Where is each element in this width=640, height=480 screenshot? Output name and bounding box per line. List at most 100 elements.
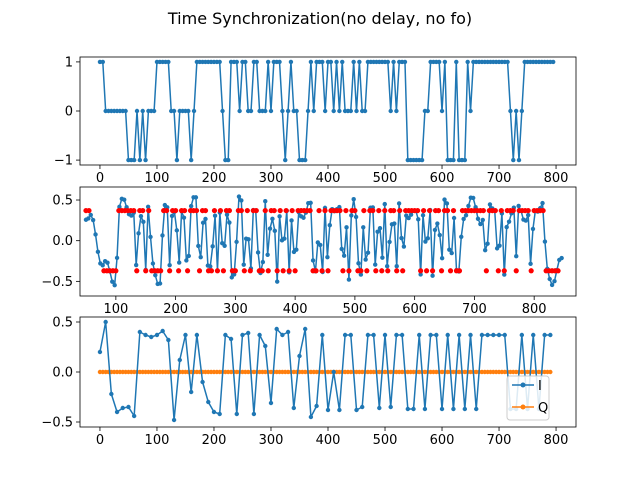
filtered-point	[523, 218, 528, 223]
sample-point	[220, 268, 227, 274]
sample-point	[421, 207, 427, 214]
sample-point	[447, 268, 454, 274]
sample-point	[143, 268, 149, 274]
filtered-point	[384, 264, 390, 269]
i-point	[474, 406, 479, 412]
filtered-point	[193, 195, 199, 200]
symbol-point	[268, 108, 274, 114]
filtered-point	[497, 243, 502, 248]
sample-point	[217, 207, 224, 214]
symbol-point	[277, 59, 282, 65]
y-tick-label: 0.0	[52, 234, 73, 249]
filtered-point	[461, 216, 466, 222]
figure-title: Time Synchronization(no delay, no fo)	[167, 9, 472, 28]
x-tick-label: 800	[522, 302, 547, 317]
i-point	[303, 326, 308, 332]
filtered-point	[272, 228, 278, 234]
i-point	[417, 332, 422, 338]
i-point	[382, 332, 388, 338]
filtered-point	[525, 212, 531, 218]
sample-point	[400, 268, 406, 274]
symbol-point	[337, 108, 342, 114]
symbol-point	[439, 108, 445, 114]
i-point	[439, 406, 445, 412]
sample-point	[322, 207, 328, 214]
x-tick-label: 400	[283, 302, 308, 317]
i-point	[114, 409, 120, 415]
filtered-point	[401, 244, 407, 249]
sample-point	[164, 207, 170, 214]
filtered-point	[234, 239, 239, 245]
filtered-point	[294, 247, 299, 252]
filtered-point	[198, 254, 203, 260]
filtered-point	[447, 247, 452, 252]
sample-point	[358, 268, 364, 274]
sample-point	[238, 207, 244, 214]
symbol-point	[131, 157, 137, 163]
filtered-point	[346, 277, 352, 282]
sample-point	[316, 207, 322, 214]
filtered-point	[210, 244, 215, 249]
sample-point	[307, 207, 313, 214]
filtered-point	[110, 279, 115, 284]
x-tick-label: 200	[163, 302, 188, 317]
i-point	[188, 389, 194, 395]
i-point	[531, 332, 536, 338]
x-tick-label: 500	[373, 433, 398, 448]
filtered-point	[475, 216, 481, 221]
filtered-point	[148, 234, 153, 240]
sample-point	[438, 268, 445, 274]
symbol-point	[283, 157, 288, 163]
sample-point	[382, 207, 388, 214]
symbol-point	[217, 59, 222, 65]
symbol-point	[388, 108, 393, 114]
i-point	[200, 379, 205, 385]
i-point	[217, 411, 222, 417]
symbol-point	[508, 108, 513, 114]
sample-point	[232, 268, 238, 274]
filtered-point	[229, 275, 234, 280]
symbol-point	[137, 157, 143, 163]
symbol-point	[151, 108, 157, 114]
sample-point	[313, 268, 319, 274]
filtered-point	[208, 264, 213, 269]
symbol-point	[340, 59, 345, 65]
x-tick-label: 600	[430, 433, 455, 448]
sample-point	[289, 207, 295, 214]
i-point	[97, 349, 103, 355]
sample-point	[337, 207, 343, 214]
filtered-point	[349, 213, 354, 218]
y-tick-label: 0	[65, 105, 73, 120]
i-point	[519, 332, 525, 338]
filtered-point	[528, 261, 533, 266]
filtered-point	[516, 203, 521, 209]
symbol-point	[285, 108, 291, 114]
i-point	[479, 332, 485, 338]
i-point	[160, 328, 165, 334]
i-point	[428, 332, 433, 338]
i-point	[211, 409, 217, 415]
symbol-point	[186, 108, 191, 114]
symbol-point	[243, 59, 248, 65]
sample-point	[498, 207, 504, 214]
sample-point	[501, 268, 507, 274]
sample-point	[283, 207, 289, 214]
filtered-point	[514, 254, 519, 259]
i-point	[445, 332, 450, 338]
filtered-point	[239, 198, 244, 203]
filtered-point	[418, 272, 423, 277]
i-point	[377, 405, 382, 411]
x-tick-label: 800	[544, 171, 569, 186]
filtered-point	[241, 262, 246, 267]
sample-point	[555, 268, 561, 274]
filtered-point	[129, 213, 134, 218]
filtered-point	[203, 216, 208, 222]
symbol-point	[166, 59, 171, 65]
sample-point	[259, 268, 265, 274]
x-tick-label: 0	[96, 171, 104, 186]
filtered-point	[341, 253, 347, 258]
filtered-point	[301, 215, 306, 220]
i-point	[451, 406, 456, 412]
symbol-point	[551, 59, 556, 65]
i-point	[126, 404, 131, 410]
